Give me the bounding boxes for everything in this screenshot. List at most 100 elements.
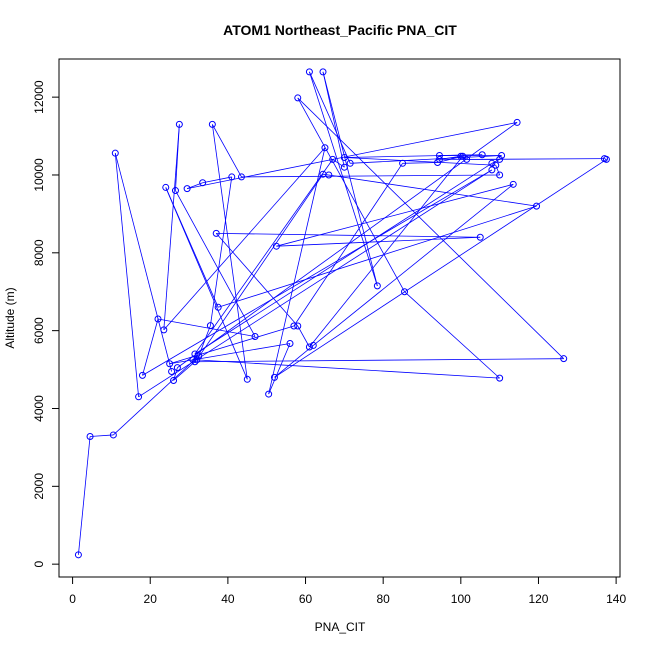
- data-point: [191, 358, 199, 366]
- data-point: [286, 339, 294, 347]
- series-line-segment: [268, 147, 326, 395]
- data-point: [478, 151, 486, 159]
- y-axis: 0 2000 4000 6000 8000 10000 12000: [32, 80, 60, 568]
- data-point: [109, 431, 117, 439]
- x-tick-label: 120: [528, 592, 548, 606]
- series-line-segment: [212, 124, 242, 178]
- data-point: [321, 144, 329, 152]
- data-point: [305, 343, 313, 351]
- series-line-segment: [175, 124, 180, 191]
- series-line-segment: [402, 162, 438, 164]
- series-line-segment: [210, 176, 233, 326]
- data-point: [228, 173, 236, 181]
- data-point: [309, 341, 317, 349]
- series-line-segment: [194, 159, 334, 355]
- data-point: [173, 364, 181, 372]
- data-point: [175, 120, 183, 128]
- data-point: [237, 173, 245, 181]
- data-point: [435, 152, 443, 160]
- data-point: [214, 303, 222, 311]
- y-axis-label: Altitude (m): [3, 287, 17, 348]
- series-line-segment: [439, 155, 461, 160]
- data-point: [340, 163, 348, 171]
- x-tick-label: 0: [69, 592, 76, 606]
- series-line-segment: [142, 318, 159, 376]
- series-line-segment: [216, 232, 481, 238]
- data-point: [329, 155, 337, 163]
- data-point: [513, 118, 521, 126]
- plot-area: [74, 68, 610, 559]
- data-point: [496, 171, 504, 179]
- series-line-segment: [192, 343, 291, 361]
- data-point: [290, 322, 298, 330]
- data-point: [212, 229, 220, 237]
- data-point: [206, 322, 214, 330]
- series-line-segment: [169, 359, 194, 365]
- data-point: [496, 155, 504, 163]
- series-line-segment: [309, 156, 464, 348]
- series-line-segment: [332, 159, 345, 168]
- data-point: [183, 185, 191, 193]
- data-point: [457, 152, 465, 160]
- data-point: [476, 233, 484, 241]
- series-line-segment: [466, 158, 605, 160]
- series-line-segment: [276, 183, 514, 247]
- data-point: [154, 315, 162, 323]
- data-point: [168, 368, 176, 376]
- data-point: [319, 68, 327, 76]
- data-point: [166, 360, 174, 368]
- data-point: [459, 152, 467, 160]
- series-line-segment: [142, 169, 493, 376]
- x-tick-label: 100: [451, 592, 471, 606]
- series-line-segment: [344, 157, 496, 166]
- series-line-segment: [218, 205, 537, 308]
- data-point: [86, 433, 94, 441]
- series-line-segment: [293, 163, 403, 327]
- series-line-segment: [297, 97, 405, 292]
- data-point: [346, 159, 354, 167]
- data-point: [74, 551, 82, 559]
- x-tick-label: 140: [606, 592, 626, 606]
- series-line-segment: [491, 159, 500, 164]
- series-line-segment: [173, 367, 178, 381]
- data-point: [492, 161, 500, 169]
- data-point: [560, 355, 568, 363]
- data-point: [171, 187, 179, 195]
- y-tick-label: 10000: [32, 158, 46, 192]
- data-point: [251, 332, 259, 340]
- series-line-segment: [268, 343, 291, 395]
- data-point: [498, 152, 506, 160]
- series-line-segment: [157, 318, 256, 337]
- data-point: [340, 153, 348, 161]
- series-line-segment: [202, 176, 232, 184]
- series-line-segment: [196, 173, 324, 361]
- data-point: [533, 202, 541, 210]
- data-point: [111, 149, 119, 157]
- y-tick-label: 4000: [32, 395, 46, 422]
- data-point: [488, 166, 496, 174]
- series-line-segment: [322, 71, 378, 286]
- y-tick-label: 8000: [32, 239, 46, 266]
- data-point: [509, 180, 517, 188]
- series-line-segment: [78, 436, 91, 555]
- series-line-segment: [196, 359, 500, 379]
- data-point: [138, 371, 146, 379]
- x-tick-label: 20: [144, 592, 158, 606]
- series-line-segment: [404, 291, 500, 379]
- series-line-segment: [350, 155, 502, 164]
- data-point: [399, 159, 407, 167]
- series-line-segment: [215, 233, 299, 327]
- data-point: [272, 242, 280, 250]
- x-axis: 0 20 40 60 80 100 120 140: [69, 576, 626, 606]
- data-point: [305, 68, 313, 76]
- series-line-segment: [328, 174, 537, 207]
- chart-title: ATOM1 Northeast_Pacific PNA_CIT: [223, 22, 457, 38]
- data-point: [170, 376, 178, 384]
- data-point: [373, 282, 381, 290]
- y-tick-label: 12000: [32, 80, 46, 114]
- series-line-segment: [163, 124, 180, 330]
- series-line-segment: [169, 325, 294, 365]
- series-line-segment: [274, 159, 607, 378]
- data-point: [294, 94, 302, 102]
- series-line-segment: [297, 97, 564, 359]
